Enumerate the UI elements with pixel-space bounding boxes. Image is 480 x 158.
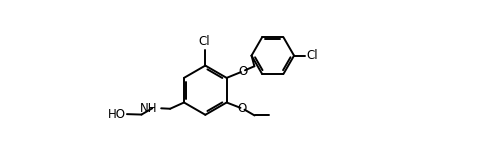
Text: O: O: [238, 65, 247, 78]
Text: Cl: Cl: [198, 35, 210, 48]
Text: O: O: [238, 102, 247, 115]
Text: NH: NH: [140, 102, 157, 115]
Text: Cl: Cl: [307, 49, 318, 62]
Text: HO: HO: [108, 108, 126, 121]
